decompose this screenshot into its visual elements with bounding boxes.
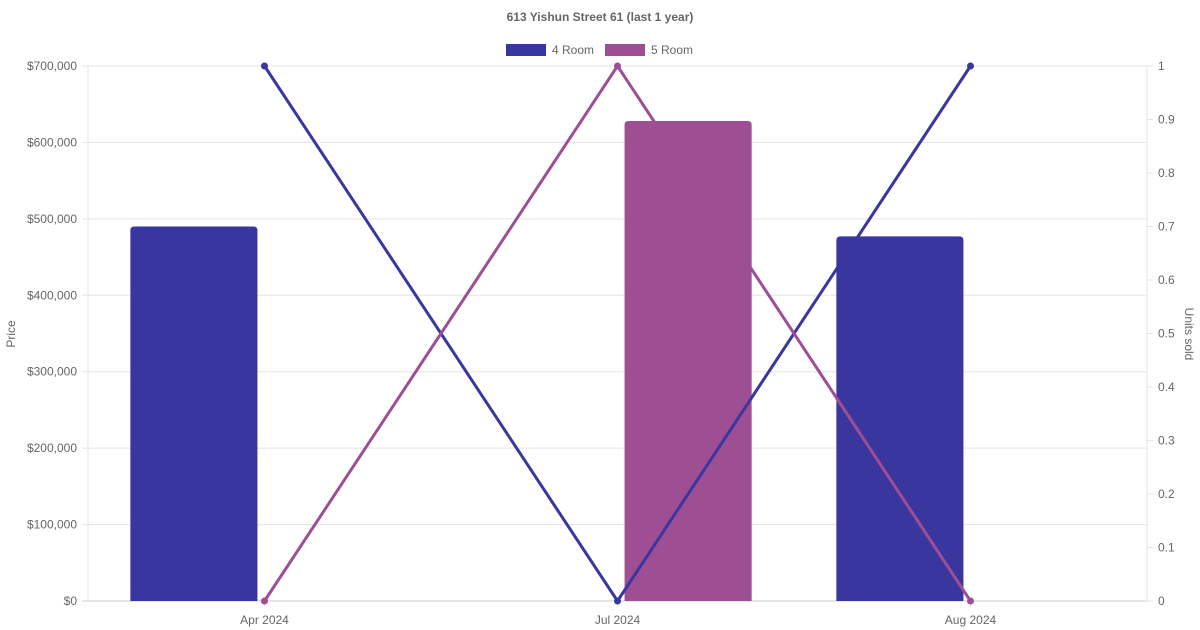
y-tick-label: $700,000	[27, 59, 77, 73]
x-axis-ticks: Apr 2024 Jul 2024 Aug 2024	[240, 613, 996, 627]
legend-label-5-room[interactable]: 5 Room	[651, 43, 693, 57]
bars	[130, 121, 964, 602]
y2-tick-label: 0	[1158, 594, 1165, 608]
point-4-room-aug-2024[interactable]	[967, 62, 974, 70]
point-5-room-aug-2024[interactable]	[967, 597, 974, 605]
grid	[82, 65, 1153, 607]
x-tick-label: Aug 2024	[945, 613, 997, 627]
x-tick-label: Apr 2024	[240, 613, 289, 627]
y2-tick-label: 0.9	[1158, 113, 1175, 127]
point-5-room-apr-2024[interactable]	[261, 597, 268, 605]
legend-swatch-4-room[interactable]	[506, 44, 546, 56]
legend-swatch-5-room[interactable]	[605, 44, 645, 56]
y-axis-right-title: Units sold	[1182, 308, 1196, 361]
y2-tick-label: 0.6	[1158, 273, 1175, 287]
bar-5-room-jul-2024[interactable]	[624, 121, 752, 602]
y2-tick-label: 0.3	[1158, 434, 1175, 448]
y-tick-label: $0	[64, 594, 78, 608]
point-5-room-jul-2024[interactable]	[614, 62, 621, 70]
y2-tick-label: 0.4	[1158, 380, 1175, 394]
y-tick-label: $100,000	[27, 518, 77, 532]
y2-tick-label: 0.8	[1158, 166, 1175, 180]
x-tick-label: Jul 2024	[595, 613, 641, 627]
chart-title: 613 Yishun Street 61 (last 1 year)	[507, 10, 694, 24]
bar-4-room-apr-2024[interactable]	[130, 226, 258, 602]
y2-tick-label: 0.2	[1158, 487, 1175, 501]
y-tick-label: $400,000	[27, 288, 77, 302]
y2-tick-label: 0.1	[1158, 541, 1175, 555]
point-4-room-jul-2024[interactable]	[614, 597, 621, 605]
lines	[261, 62, 974, 605]
bar-4-room-aug-2024[interactable]	[836, 236, 964, 601]
y-axis-left-ticks: $0 $100,000 $200,000 $300,000 $400,000 $500,0…	[27, 59, 77, 608]
y2-tick-label: 0.7	[1158, 220, 1175, 234]
y-tick-label: $300,000	[27, 365, 77, 379]
y-tick-label: $200,000	[27, 441, 77, 455]
y-tick-label: $600,000	[27, 135, 77, 149]
point-4-room-apr-2024[interactable]	[261, 62, 268, 70]
y-axis-right-ticks: 0 0.1 0.2 0.3 0.4 0.5 0.6 0.7 0.8 0.9 1	[1158, 59, 1175, 608]
y2-tick-label: 0.5	[1158, 327, 1175, 341]
legend-label-4-room[interactable]: 4 Room	[552, 43, 594, 57]
y-axis-left-title: Price	[4, 320, 18, 348]
legend: 4 Room 5 Room	[506, 43, 693, 57]
y2-tick-label: 1	[1158, 59, 1165, 73]
y-tick-label: $500,000	[27, 212, 77, 226]
